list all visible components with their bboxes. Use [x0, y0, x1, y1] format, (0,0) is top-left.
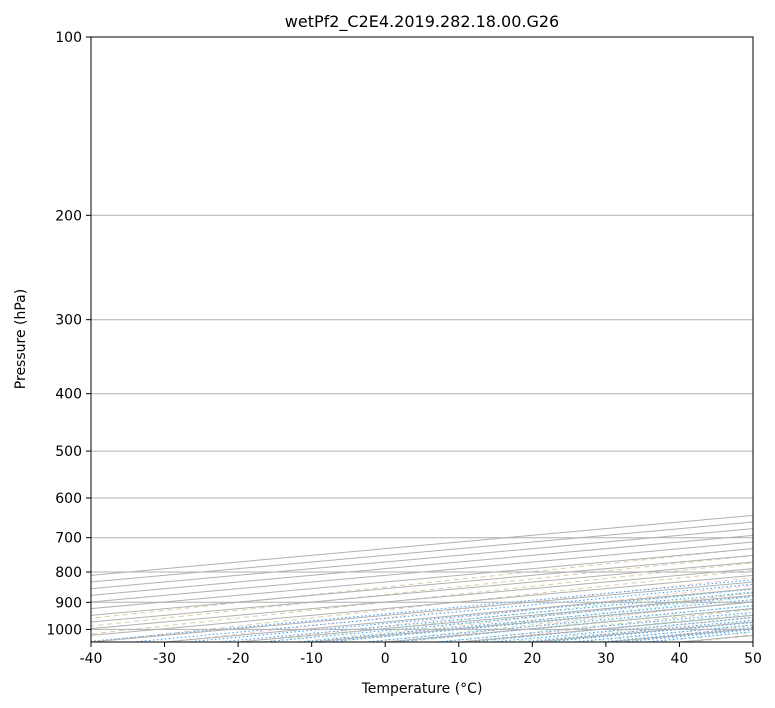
y-tick-label: 700 — [55, 531, 82, 547]
moist-adiabat — [296, 592, 753, 642]
x-tick-label: 50 — [744, 651, 762, 667]
y-tick-label: 400 — [55, 387, 82, 403]
isotherm-line — [91, 521, 753, 583]
x-tick-label: 0 — [381, 651, 390, 667]
moist-adiabats — [260, 587, 753, 642]
y-tick-label: 300 — [55, 313, 82, 329]
x-tick-label: 30 — [597, 651, 615, 667]
y-tick-label: 100 — [55, 30, 82, 46]
mixing-ratio-lines — [91, 579, 753, 642]
y-axis-label: Pressure (hPa) — [13, 289, 29, 389]
mixing-ratio-line — [365, 605, 753, 642]
x-tick-label: 10 — [450, 651, 468, 667]
x-axis-ticks: -40 -30 -20 -10 0 10 20 30 40 50 — [80, 642, 762, 667]
x-tick-label: -20 — [227, 651, 250, 667]
y-tick-label: 200 — [55, 208, 82, 224]
x-tick-label: 40 — [671, 651, 689, 667]
isotherm-line — [91, 534, 753, 596]
skewed-isotherms — [91, 514, 753, 642]
dry-adiabat — [240, 584, 753, 642]
chart-title: wetPf2_C2E4.2019.282.18.00.G26 — [285, 12, 559, 32]
plot-area: -100-90-80-70-60-50-40-30-20-10010203040… — [91, 37, 753, 642]
x-tick-label: 20 — [523, 651, 541, 667]
mixing-ratio-line — [436, 611, 753, 642]
y-tick-label: 900 — [55, 595, 82, 611]
y-tick-label: 800 — [55, 565, 82, 581]
mixing-ratio-line — [492, 616, 753, 642]
x-tick-label: -10 — [300, 651, 323, 667]
plot-frame — [90, 36, 754, 643]
y-axis-ticks: 100 200 300 400 500 600 700 800 900 1000 — [46, 30, 91, 638]
isotherm-line — [91, 528, 753, 590]
x-tick-label: -30 — [153, 651, 176, 667]
isotherm-line — [91, 514, 753, 576]
x-tick-label: -40 — [80, 651, 103, 667]
x-axis-label: Temperature (°C) — [361, 681, 483, 697]
moist-adiabat — [260, 587, 753, 642]
y-tick-label: 600 — [55, 491, 82, 507]
y-tick-label: 500 — [55, 444, 82, 460]
mixing-ratio-line — [186, 588, 753, 642]
dry-adiabat — [166, 577, 753, 642]
y-tick-label: 1000 — [46, 622, 82, 638]
